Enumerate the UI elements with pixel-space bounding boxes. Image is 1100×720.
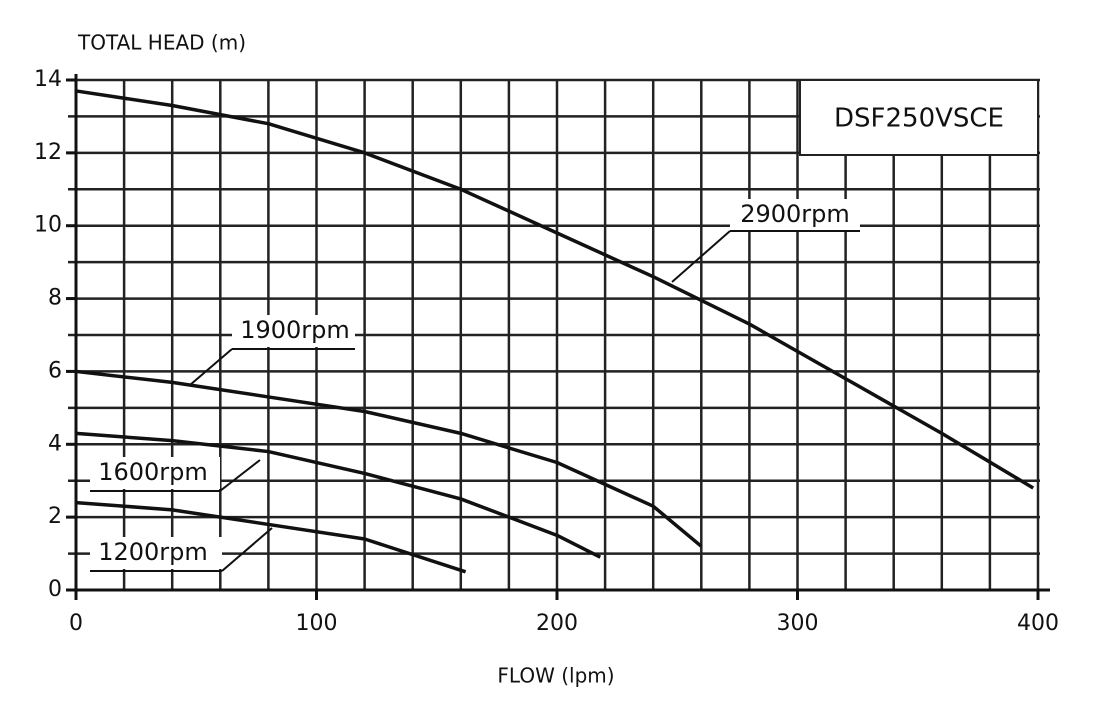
curve-label: 2900rpm: [740, 200, 850, 228]
leader-line: [671, 230, 731, 283]
label-bg: [730, 199, 860, 231]
leader-line: [221, 527, 273, 572]
y-tick-label: 6: [48, 358, 62, 383]
leader-line: [219, 459, 261, 492]
leader-line: [189, 348, 233, 386]
x-tick-label: 100: [296, 611, 338, 636]
x-tick-label: 300: [777, 611, 819, 636]
y-tick-label: 2: [48, 504, 62, 529]
y-axis-label: TOTAL HEAD (m): [77, 31, 246, 55]
y-tick-label: 14: [34, 67, 62, 92]
y-tick-label: 0: [48, 577, 62, 602]
x-axis-label: FLOW (lpm): [497, 664, 614, 688]
chart-title: DSF250VSCE: [834, 104, 1004, 134]
y-tick-label: 8: [48, 286, 62, 311]
label-bg: [90, 537, 222, 569]
label-bg: [90, 457, 220, 489]
y-tick-label: 4: [48, 431, 62, 456]
curve-label: 1200rpm: [98, 538, 208, 566]
curve: [75, 369, 703, 548]
curve-label: 1900rpm: [240, 316, 350, 344]
label-bg: [232, 315, 355, 347]
x-tick-label: 0: [69, 611, 83, 636]
curve: [75, 500, 467, 574]
curve: [75, 89, 1035, 490]
y-tick-label: 12: [34, 140, 62, 165]
curve-label: 1600rpm: [98, 458, 208, 486]
x-tick-label: 400: [1017, 611, 1059, 636]
y-tick-label: 10: [34, 213, 62, 238]
title-box: [799, 79, 1039, 156]
curve: [75, 431, 602, 559]
x-tick-label: 200: [536, 611, 578, 636]
